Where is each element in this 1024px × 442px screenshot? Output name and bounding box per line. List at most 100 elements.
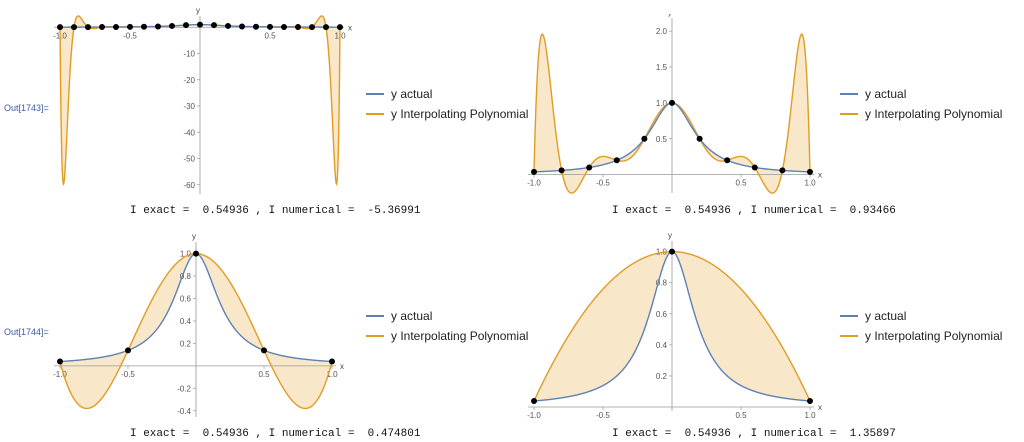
interpolation-node-point xyxy=(267,23,273,30)
y-tick-label: -0.2 xyxy=(177,384,191,393)
interpolation-node-point xyxy=(155,23,161,30)
interpolation-node-point xyxy=(197,21,203,28)
x-tick-label: -1.0 xyxy=(53,370,67,379)
x-tick-label: -0.5 xyxy=(121,370,135,379)
legend-top: y actual y Interpolating Polynomial xyxy=(366,84,528,124)
legend-item-actual: y actual xyxy=(840,84,1002,104)
y-tick-label: -50 xyxy=(183,155,195,164)
interpolation-node-point xyxy=(85,24,91,31)
legend-item-interp: y Interpolating Polynomial xyxy=(366,104,528,124)
interpolation-node-point xyxy=(281,23,287,30)
y-axis-label: y xyxy=(192,232,196,241)
chart-21-nodes: xy-1.0 -0.5 0.5 1.0-10-20-30-40-50-60 xyxy=(53,8,352,194)
x-tick-label: -0.5 xyxy=(596,179,610,188)
x-tick-label: 1.0 xyxy=(326,370,338,379)
y-tick-label: 0.4 xyxy=(180,317,192,326)
chart-5-nodes: x y -1.0 -0.5 0.5 1.0 0.2 0.4 0.6 0.8 1.0 -0.2 -0.4 xyxy=(53,232,344,417)
interpolation-node-point xyxy=(239,23,245,30)
y-tick-label: 0.2 xyxy=(180,339,192,348)
interpolation-node-point xyxy=(779,167,786,174)
y-tick-label: 0.2 xyxy=(656,372,668,381)
x-tick-label: -1.0 xyxy=(527,411,541,420)
legend-label: y actual xyxy=(865,309,907,323)
interpolation-node-point xyxy=(295,24,301,31)
y-tick-label: 1.0 xyxy=(656,99,668,108)
x-tick-label: 1.0 xyxy=(804,179,816,188)
y-tick-label: 0.6 xyxy=(656,310,668,319)
interpolation-node-point xyxy=(641,135,648,142)
interpolation-node-point xyxy=(253,23,259,30)
interpolation-node-point xyxy=(531,168,537,175)
out-label-1743: Out[1743]= xyxy=(4,103,49,113)
chart-11-nodes: x y -1.0 -0.5 0.5 1.0 0.5 1.0 1.5 2.0 xyxy=(527,14,822,194)
interpolation-node-point xyxy=(193,250,199,257)
interpolation-node-point xyxy=(323,24,329,31)
interpolation-node-point xyxy=(669,248,675,255)
interp-line-icon xyxy=(366,113,384,115)
chart-3-nodes: xy-1.0 -0.5 0.5 1.00.20.40.60.81.0 xyxy=(527,232,822,420)
x-tick-label: 1.0 xyxy=(804,411,816,420)
integral-caption: I exact = 0.54936 , I numerical = 0.9346… xyxy=(612,205,896,217)
interpolation-node-point xyxy=(57,24,63,31)
interpolation-node-point xyxy=(225,22,231,29)
y-tick-label: 0.8 xyxy=(180,272,192,281)
x-axis-label: x xyxy=(340,362,344,371)
y-tick-label: 0.6 xyxy=(180,295,192,304)
y-tick-label: -30 xyxy=(183,102,195,111)
actual-line-icon xyxy=(366,315,384,317)
interp-line-icon xyxy=(366,335,384,337)
interpolation-node-point xyxy=(696,135,703,142)
y-axis-label: y xyxy=(668,232,672,240)
x-axis-label: x xyxy=(818,171,822,180)
y-tick-label: -10 xyxy=(183,50,195,59)
interpolation-node-point xyxy=(807,168,813,175)
out-label-1744: Out[1744]= xyxy=(4,327,49,337)
legend-top-right: y actual y Interpolating Polynomial xyxy=(840,84,1002,124)
y-tick-label: 0.5 xyxy=(656,135,668,144)
legend-label: y actual xyxy=(391,309,433,323)
y-axis-label: y xyxy=(668,14,672,17)
interp-line-icon xyxy=(840,113,858,115)
interpolation-node-point xyxy=(329,358,335,365)
interpolation-node-point xyxy=(531,398,537,405)
interpolation-node-point xyxy=(113,23,119,30)
interpolation-node-point xyxy=(99,24,105,31)
interpolation-node-point xyxy=(71,24,77,31)
y-tick-label: 1.0 xyxy=(180,250,192,259)
integral-caption: I exact = 0.54936 , I numerical = -5.369… xyxy=(130,205,421,217)
y-tick-label: -40 xyxy=(183,128,195,137)
legend-item-interp: y Interpolating Polynomial xyxy=(840,326,1002,346)
actual-line-icon xyxy=(840,93,858,95)
legend-label: y actual xyxy=(391,87,433,101)
x-tick-label: 0.5 xyxy=(264,31,276,40)
legend-label: y Interpolating Polynomial xyxy=(391,107,529,121)
interpolation-node-point xyxy=(558,167,565,174)
x-tick-label: 0.5 xyxy=(735,411,747,420)
x-tick-label: 0.5 xyxy=(258,370,270,379)
integral-caption: I exact = 0.54936 , I numerical = 1.3589… xyxy=(612,428,896,440)
y-tick-label: 0.4 xyxy=(656,341,668,350)
interpolation-node-point xyxy=(127,23,133,30)
legend-label: y actual xyxy=(865,87,907,101)
interpolation-node-point xyxy=(141,23,147,30)
interpolation-node-point xyxy=(669,99,675,106)
y-tick-label: 0.8 xyxy=(656,279,668,288)
y-axis-label: y xyxy=(196,8,200,15)
legend-label: y Interpolating Polynomial xyxy=(865,329,1003,343)
legend-item-interp: y Interpolating Polynomial xyxy=(366,326,528,346)
actual-line-icon xyxy=(840,315,858,317)
x-axis-label: x xyxy=(818,403,822,412)
difference-fill-area xyxy=(60,253,332,409)
interpolation-node-point xyxy=(125,347,131,354)
actual-line-icon xyxy=(366,93,384,95)
legend-item-actual: y actual xyxy=(366,84,528,104)
integral-caption: I exact = 0.54936 , I numerical = 0.4748… xyxy=(130,428,421,440)
interpolation-node-point xyxy=(169,22,175,29)
interpolation-node-point xyxy=(807,398,813,405)
legend-bottom: y actual y Interpolating Polynomial xyxy=(366,306,528,346)
x-tick-label: 0.5 xyxy=(735,179,747,188)
y-tick-label: -60 xyxy=(183,181,195,190)
legend-label: y Interpolating Polynomial xyxy=(391,329,529,343)
y-tick-label: 2.0 xyxy=(656,27,668,36)
legend-item-actual: y actual xyxy=(366,306,528,326)
